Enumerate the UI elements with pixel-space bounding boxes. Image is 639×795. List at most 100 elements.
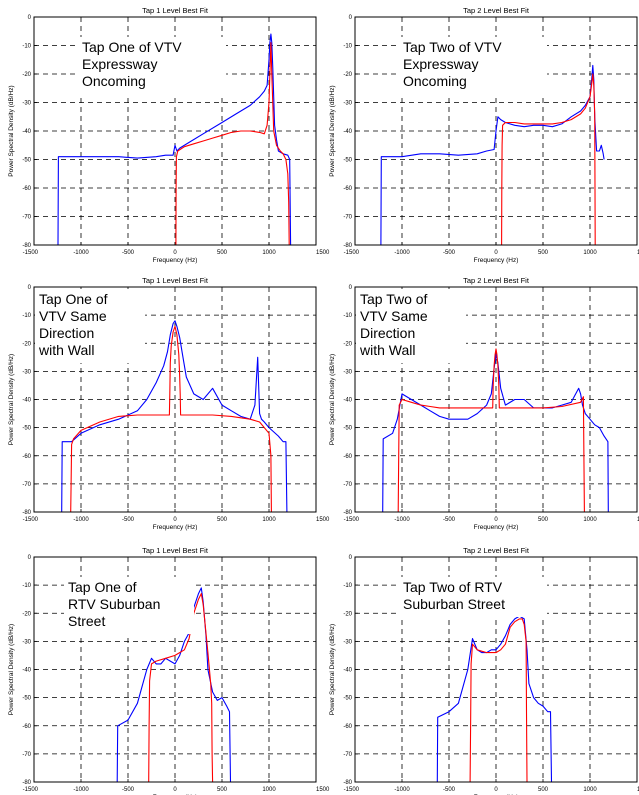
y-tick-label: -60: [343, 186, 352, 192]
x-tick-label: -500: [443, 250, 456, 256]
caption-line: with Wall: [38, 342, 95, 358]
measured-line: [116, 587, 232, 783]
measured-line: [436, 615, 553, 783]
y-tick-label: -30: [343, 369, 352, 375]
x-tick-label: -1000: [73, 250, 89, 256]
fit-line: [70, 325, 272, 513]
chart-title: Tap 1 Level Best Fit: [142, 6, 209, 15]
chart-title: Tap 2 Level Best Fit: [463, 546, 530, 555]
y-tick-label: -70: [22, 215, 31, 221]
x-tick-label: 0: [173, 517, 177, 523]
y-tick-label: -70: [22, 482, 31, 488]
fit-line: [397, 348, 585, 513]
caption-line: VTV Same: [360, 308, 428, 324]
fit-line: [501, 73, 596, 246]
caption-line: Expressway: [82, 56, 157, 72]
y-tick-label: 0: [28, 15, 32, 21]
y-tick-label: -50: [343, 696, 352, 702]
y-tick-label: -30: [343, 101, 352, 107]
fit-line: [469, 618, 528, 783]
caption-line: with Wall: [359, 342, 416, 358]
x-tick-label: 1000: [262, 250, 276, 256]
chart-title: Tap 1 Level Best Fit: [142, 546, 209, 555]
x-tick-label: 1000: [583, 250, 597, 256]
caption-box: [78, 37, 226, 94]
y-tick-label: -80: [22, 243, 31, 249]
plot-frame: [354, 556, 638, 783]
x-tick-label: -1500: [344, 787, 360, 793]
y-tick-label: -20: [22, 72, 31, 78]
y-tick-label: -10: [343, 313, 352, 319]
x-axis-label: Frequency (Hz): [153, 257, 198, 264]
x-tick-label: -1500: [344, 517, 360, 523]
chart-panel-4: Tap 2 Level Best Fit-1500 -1000 -500 0 500 10…: [329, 276, 639, 531]
y-tick-label: 0: [28, 555, 32, 561]
x-axis-label: Frequency (Hz): [474, 524, 519, 531]
plot-frame: [33, 16, 317, 246]
x-tick-label: 500: [217, 517, 228, 523]
caption-box: [356, 289, 466, 363]
y-tick-label: -10: [22, 44, 31, 50]
caption-line: Suburban Street: [403, 596, 505, 612]
y-tick-label: -40: [22, 129, 31, 135]
caption-line: Tap One of: [39, 291, 108, 307]
y-tick-label: -60: [22, 186, 31, 192]
y-tick-label: -70: [343, 482, 352, 488]
y-tick-label: -50: [22, 158, 31, 164]
x-tick-label: 1500: [316, 250, 330, 256]
x-tick-label: 500: [217, 787, 228, 793]
y-axis-label: Power Spectral Density (dB/Hz): [8, 624, 15, 715]
x-tick-label: -1000: [394, 250, 410, 256]
caption-box: [399, 37, 547, 94]
y-tick-label: -60: [22, 454, 31, 460]
plot-frame: [354, 16, 638, 246]
y-tick-label: -10: [343, 583, 352, 589]
x-tick-label: 500: [538, 787, 549, 793]
chart-panel-6: Tap 2 Level Best Fit-1500 -1000 -500 0 500 10…: [329, 546, 639, 795]
chart-title: Tap 1 Level Best Fit: [142, 276, 209, 285]
x-tick-label: 0: [494, 250, 498, 256]
x-tick-label: -500: [443, 787, 456, 793]
caption-line: Tap Two of: [360, 291, 428, 307]
y-tick-label: -80: [22, 780, 31, 786]
y-tick-label: -80: [343, 780, 352, 786]
caption-box: [399, 577, 547, 617]
y-tick-label: -50: [343, 426, 352, 432]
x-tick-label: -1500: [344, 250, 360, 256]
fit-line: [175, 42, 290, 246]
chart-panel-5: Tap 1 Level Best Fit-1500 -1000 -500 0 500 10…: [8, 546, 330, 795]
x-tick-label: 1500: [637, 517, 639, 523]
x-tick-label: -1000: [73, 787, 89, 793]
y-tick-label: -40: [343, 129, 352, 135]
caption-line: Street: [68, 613, 105, 629]
x-axis-label: Frequency (Hz): [153, 524, 198, 531]
y-tick-label: -20: [22, 341, 31, 347]
x-tick-label: 1500: [316, 517, 330, 523]
measured-line: [382, 353, 609, 513]
y-tick-label: -30: [343, 639, 352, 645]
x-tick-label: -1500: [23, 517, 39, 523]
y-axis-label: Power Spectral Density (dB/Hz): [329, 354, 336, 445]
caption-line: VTV Same: [39, 308, 107, 324]
chart-panel-2: Tap 2 Level Best Fit-1500 -1000 -500 0 500 10…: [329, 6, 639, 264]
y-tick-label: -30: [22, 101, 31, 107]
caption-line: Tap One of: [68, 579, 137, 595]
y-tick-label: -80: [343, 243, 352, 249]
y-tick-label: -50: [22, 426, 31, 432]
x-axis-label: Frequency (Hz): [474, 257, 519, 264]
chart-title: Tap 2 Level Best Fit: [463, 6, 530, 15]
plot-frame: [33, 556, 317, 783]
y-tick-label: -60: [22, 724, 31, 730]
x-tick-label: 0: [173, 250, 177, 256]
x-tick-label: -500: [122, 250, 135, 256]
caption-box: [64, 577, 194, 634]
caption-line: Oncoming: [82, 73, 146, 89]
y-axis-label: Power Spectral Density (dB/Hz): [8, 85, 15, 176]
y-tick-label: -50: [343, 158, 352, 164]
x-tick-label: 1500: [637, 787, 639, 793]
y-tick-label: -50: [22, 696, 31, 702]
y-tick-label: -40: [22, 398, 31, 404]
y-tick-label: -20: [343, 341, 352, 347]
x-tick-label: -1000: [394, 787, 410, 793]
y-axis-label: Power Spectral Density (dB/Hz): [8, 354, 15, 445]
